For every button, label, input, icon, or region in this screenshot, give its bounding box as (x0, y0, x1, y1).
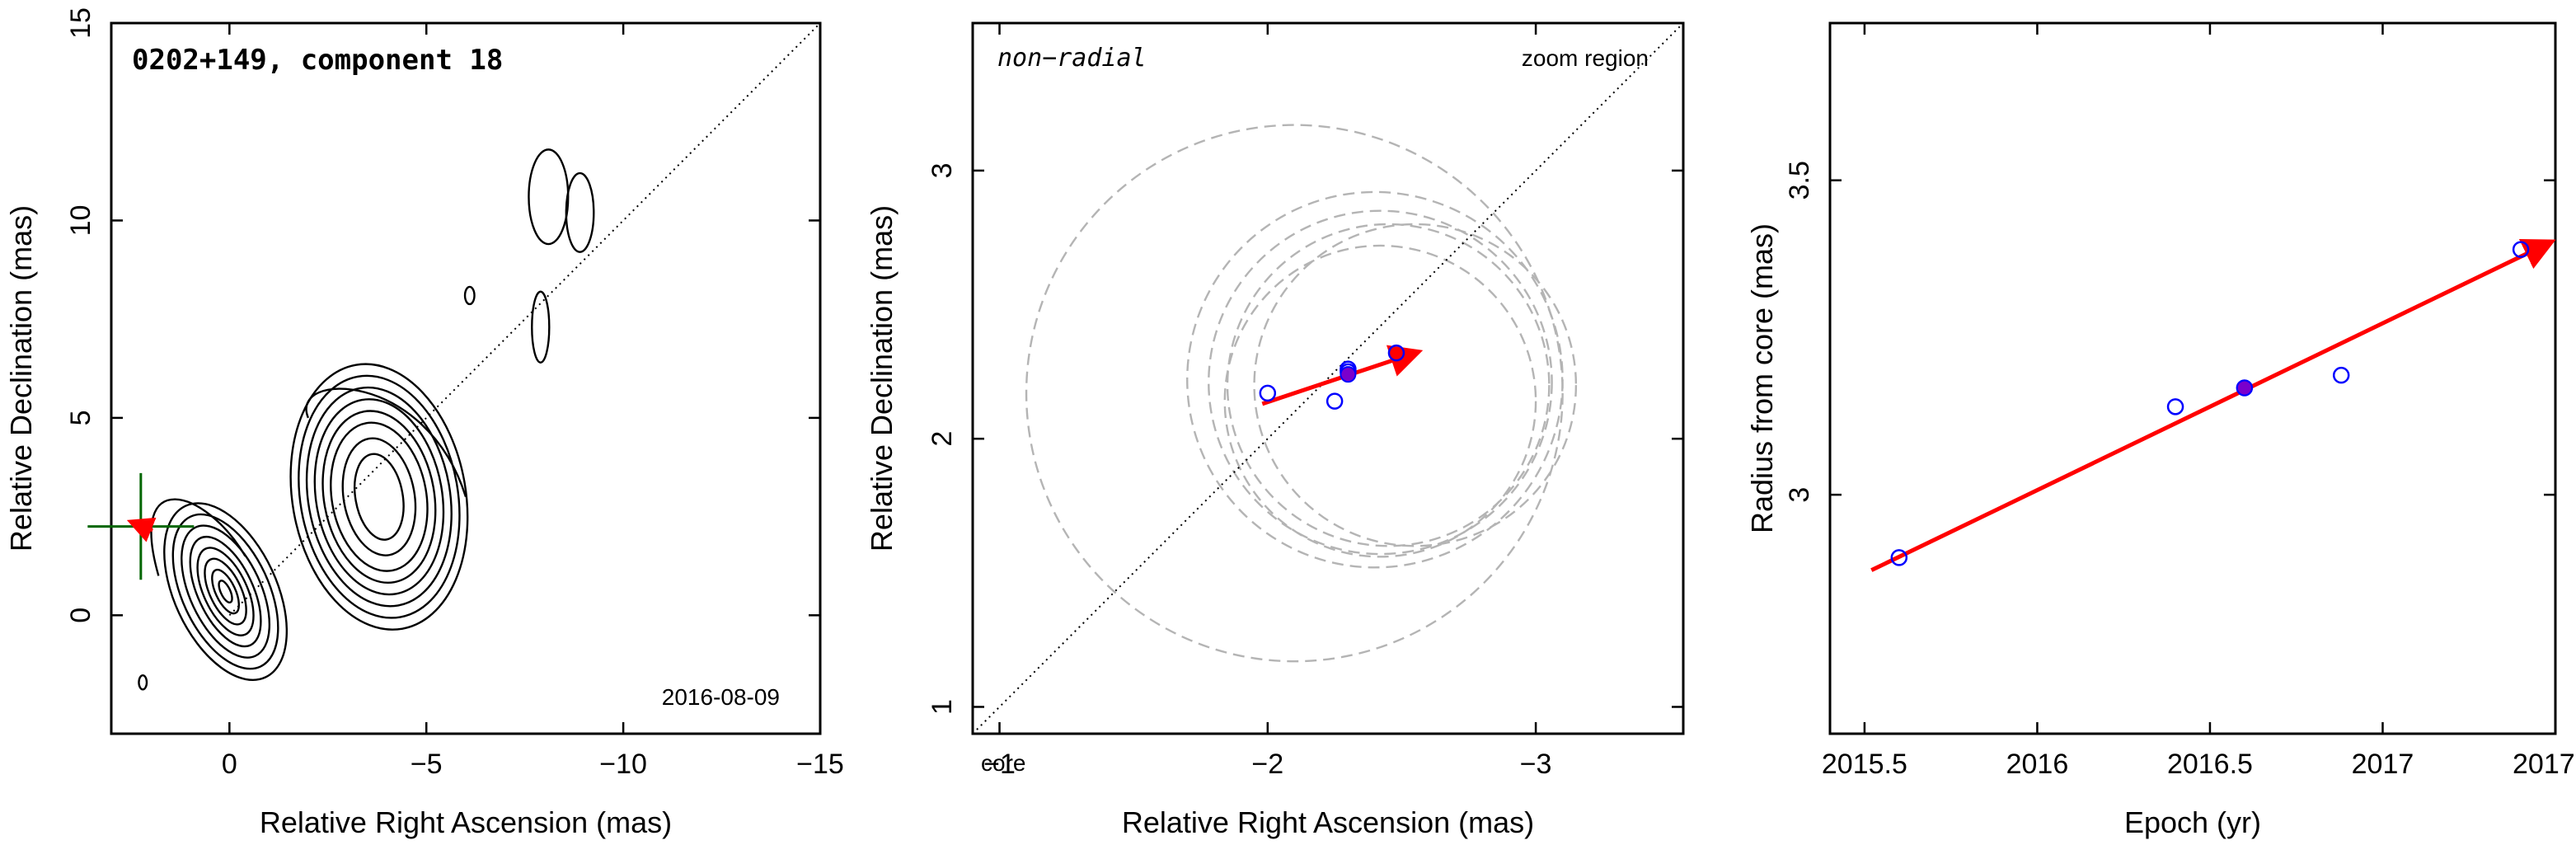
contour-ring (289, 363, 469, 631)
panel2-xlabel: Relative Right Ascension (mas) (1122, 805, 1534, 839)
position-points (1259, 344, 1405, 410)
error-circle (1226, 223, 1551, 547)
contour-ring (531, 290, 551, 364)
radius-point (2332, 366, 2350, 384)
panel3-xtick-label: 2017 (2352, 749, 2414, 780)
panel1-ticks: 0 −5 −10 −15 0 5 10 15 (65, 7, 844, 780)
radius-point (2512, 241, 2530, 258)
observation-date: 2016-08-09 (662, 684, 780, 710)
position-point (1326, 392, 1344, 410)
contour-ring (528, 148, 570, 246)
motion-type-label: non−radial (997, 44, 1147, 73)
contour-ring (565, 171, 595, 253)
error-circle (1208, 209, 1553, 556)
contour-ring (171, 513, 279, 670)
panel1-xtick-label: −5 (411, 749, 443, 780)
panel-contour-map: 0 −5 −10 −15 0 5 10 15 0202+149, component 18 2… (4, 7, 844, 839)
panel1-ylabel: Relative Declination (mas) (4, 205, 38, 552)
motion-vector-arrow (1261, 345, 1424, 406)
panel2-ytick-label: 3 (927, 162, 958, 178)
panel3-frame (1828, 21, 2557, 735)
panel2-xtick-label: −2 (1251, 749, 1283, 780)
position-point (1259, 384, 1277, 402)
contour-ring (321, 410, 437, 584)
contour-ring (211, 568, 241, 615)
panel1-xtick-label: −10 (599, 749, 647, 780)
panel3-xtick-label: 2017.5 (2513, 749, 2576, 780)
panel1-title: 0202+149, component 18 (132, 44, 503, 77)
contour-ring (138, 674, 148, 691)
panel-radius-vs-epoch: 2015.5 2016 2016.5 2017 2017.5 3 3.5 Epoch (yr… (1745, 21, 2576, 839)
panel2-ylabel: Relative Declination (mas) (865, 205, 899, 552)
error-circle (1253, 223, 1578, 547)
component-marker-arrow (126, 517, 157, 542)
panel1-ytick-label: 5 (65, 410, 96, 425)
panel2-frame (971, 21, 1685, 735)
contour-ring (298, 374, 461, 619)
radial-direction-line (972, 22, 1684, 735)
panel3-ytick-label: 3.5 (1784, 161, 1815, 200)
core-label: core (981, 750, 1025, 776)
panel3-xlabel: Epoch (yr) (2124, 805, 2261, 839)
panel1-xtick-label: −15 (796, 749, 844, 780)
panel1-frame (110, 21, 822, 735)
jet-contours (138, 148, 595, 691)
panel2-ytick-label: 2 (927, 431, 958, 447)
panel1-xtick-label: 0 (222, 749, 237, 780)
panel3-xtick-label: 2015.5 (1822, 749, 1907, 780)
contour-ring (330, 421, 429, 572)
position-point (1387, 344, 1405, 362)
panel3-ticks: 2015.5 2016 2016.5 2017 2017.5 3 3.5 (1784, 23, 2576, 780)
contour-ring (313, 398, 445, 596)
radial-direction-line (228, 22, 821, 617)
contour-ring (354, 453, 405, 541)
highlighted-point (2236, 379, 2253, 397)
panel1-ytick-label: 10 (65, 205, 96, 237)
panel2-ytick-label: 1 (927, 699, 958, 715)
panel3-ytick-label: 3 (1784, 487, 1815, 503)
fit-trend-arrow (1870, 239, 2556, 572)
contour-ring (196, 547, 255, 636)
error-circle (1223, 244, 1537, 558)
contour-ring (181, 524, 271, 659)
panel3-ylabel: Radius from core (mas) (1745, 223, 1779, 533)
contour-ring (204, 557, 247, 626)
contour-ring (305, 387, 467, 498)
error-circle (1025, 124, 1564, 663)
panel3-xtick-label: 2016.5 (2167, 749, 2253, 780)
radius-points (1890, 241, 2530, 566)
panel1-xlabel: Relative Right Ascension (mas) (260, 805, 672, 839)
panel3-xtick-label: 2016 (2006, 749, 2069, 780)
highlighted-point (1340, 366, 1357, 383)
radius-point (1890, 549, 1908, 566)
contour-ring (218, 580, 233, 604)
panel1-ytick-label: 0 (65, 608, 96, 623)
panel2-xtick-label: −1 (983, 749, 1016, 780)
panel1-ytick-label: 15 (65, 7, 96, 39)
contour-ring (305, 386, 453, 608)
radius-point (2166, 398, 2184, 415)
panel-zoom-region: −1 −2 −3 1 2 3 non−radial zoom region core Re… (865, 21, 1685, 839)
panel2-xtick-label: −3 (1520, 749, 1552, 780)
zoom-region-label: zoom region (1522, 45, 1649, 71)
panel2-ticks: −1 −2 −3 1 2 3 (927, 23, 1683, 780)
contour-ring (189, 535, 262, 648)
contour-ring (341, 437, 417, 556)
position-error-circles (1025, 124, 1578, 663)
contour-ring (163, 502, 289, 681)
contour-ring (463, 285, 476, 306)
error-circle (1186, 190, 1564, 569)
